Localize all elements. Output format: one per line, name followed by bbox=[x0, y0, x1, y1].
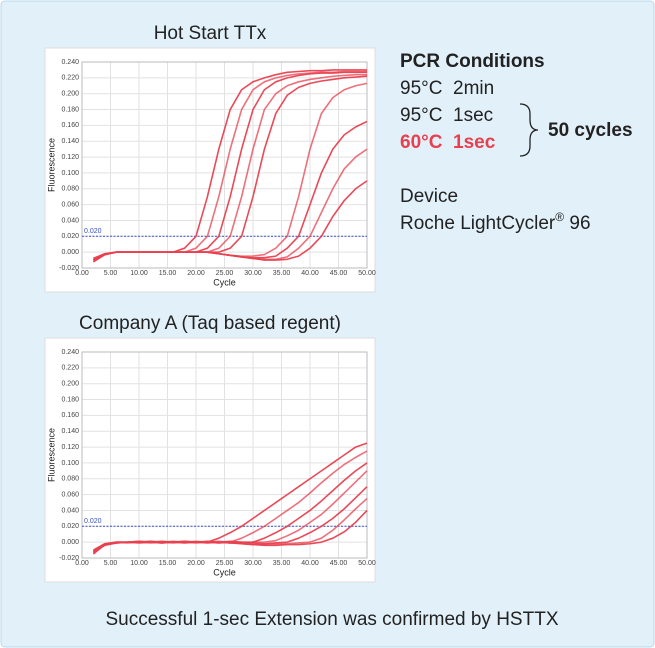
x-tick-label: 0.00 bbox=[75, 560, 89, 567]
y-tick-label: 0.200 bbox=[61, 91, 79, 98]
y-tick-label: 0.060 bbox=[61, 201, 79, 208]
x-tick-label: 50.00 bbox=[358, 270, 376, 277]
caption: Successful 1-sec Extension was confirmed… bbox=[105, 609, 558, 630]
threshold-label: 0.020 bbox=[84, 518, 102, 525]
device-model: 96 bbox=[564, 213, 590, 234]
y-tick-label: 0.120 bbox=[61, 154, 79, 161]
x-tick-label: 5.00 bbox=[104, 270, 118, 277]
y-tick-label: 0.020 bbox=[61, 233, 79, 240]
y-tick-label: 0.080 bbox=[61, 476, 79, 483]
x-tick-label: 35.00 bbox=[273, 270, 291, 277]
y-tick-label: 0.020 bbox=[61, 523, 79, 530]
plot-frame bbox=[81, 61, 368, 269]
x-tick-label: 15.00 bbox=[159, 560, 177, 567]
y-tick-label: 0.240 bbox=[61, 349, 79, 356]
y-tick-label: 0.000 bbox=[61, 249, 79, 256]
brace bbox=[519, 103, 539, 157]
y-tick-label: 0.120 bbox=[61, 444, 79, 451]
x-tick-label: 40.00 bbox=[301, 560, 319, 567]
chart-panel bbox=[44, 47, 376, 293]
x-axis-label: Cycle bbox=[213, 277, 236, 287]
x-axis-label: Cycle bbox=[213, 567, 236, 577]
x-tick-label: 25.00 bbox=[216, 560, 234, 567]
x-tick-label: 10.00 bbox=[130, 560, 148, 567]
device: Roche LightCycler® 96 bbox=[400, 210, 591, 234]
condition-step: 95°C 1sec bbox=[400, 105, 493, 126]
condition-step: 60°C 1sec bbox=[400, 132, 496, 153]
y-tick-label: 0.080 bbox=[61, 186, 79, 193]
chart-panel bbox=[44, 337, 376, 583]
x-tick-label: 25.00 bbox=[216, 270, 234, 277]
cycles: 50 cycles bbox=[548, 120, 633, 141]
device-name: Roche LightCycler bbox=[400, 213, 556, 234]
x-tick-label: 20.00 bbox=[187, 270, 205, 277]
x-tick-label: 45.00 bbox=[330, 560, 348, 567]
device-mark: ® bbox=[555, 210, 564, 224]
device-title: Device bbox=[400, 186, 458, 207]
plot-frame bbox=[81, 351, 368, 559]
y-tick-label: -0.020 bbox=[59, 555, 79, 562]
y-tick-label: 0.040 bbox=[61, 507, 79, 514]
y-tick-label: 0.180 bbox=[61, 106, 79, 113]
y-tick-label: 0.000 bbox=[61, 539, 79, 546]
y-tick-label: 0.240 bbox=[61, 59, 79, 66]
x-tick-label: 0.00 bbox=[75, 270, 89, 277]
y-axis-label: Fluorescence bbox=[46, 428, 56, 482]
x-tick-label: 10.00 bbox=[130, 270, 148, 277]
x-tick-label: 20.00 bbox=[187, 560, 205, 567]
threshold-label: 0.020 bbox=[84, 228, 102, 235]
y-axis-label: Fluorescence bbox=[46, 138, 56, 192]
x-tick-label: 5.00 bbox=[104, 560, 118, 567]
chart-title: Hot Start TTx bbox=[154, 23, 267, 44]
condition-step: 95°C 2min bbox=[400, 78, 494, 99]
y-tick-label: 0.200 bbox=[61, 381, 79, 388]
y-tick-label: 0.160 bbox=[61, 412, 79, 419]
y-tick-label: 0.180 bbox=[61, 396, 79, 403]
y-tick-label: 0.140 bbox=[61, 428, 79, 435]
y-tick-label: -0.020 bbox=[59, 265, 79, 272]
x-tick-label: 15.00 bbox=[159, 270, 177, 277]
x-tick-label: 40.00 bbox=[301, 270, 319, 277]
y-tick-label: 0.100 bbox=[61, 170, 79, 177]
y-tick-label: 0.160 bbox=[61, 122, 79, 129]
x-tick-label: 35.00 bbox=[273, 560, 291, 567]
series-line bbox=[93, 180, 368, 261]
x-tick-label: 45.00 bbox=[330, 270, 348, 277]
y-tick-label: 0.040 bbox=[61, 217, 79, 224]
chart-title: Company A (Taq based regent) bbox=[79, 313, 341, 334]
x-tick-label: 50.00 bbox=[358, 560, 376, 567]
y-tick-label: 0.140 bbox=[61, 138, 79, 145]
y-tick-label: 0.220 bbox=[61, 75, 79, 82]
x-tick-label: 30.00 bbox=[244, 270, 262, 277]
y-tick-label: 0.100 bbox=[61, 460, 79, 467]
y-tick-label: 0.060 bbox=[61, 491, 79, 498]
x-tick-label: 30.00 bbox=[244, 560, 262, 567]
y-tick-label: 0.220 bbox=[61, 365, 79, 372]
series-line bbox=[93, 509, 368, 551]
conditions-title: PCR Conditions bbox=[400, 51, 545, 72]
